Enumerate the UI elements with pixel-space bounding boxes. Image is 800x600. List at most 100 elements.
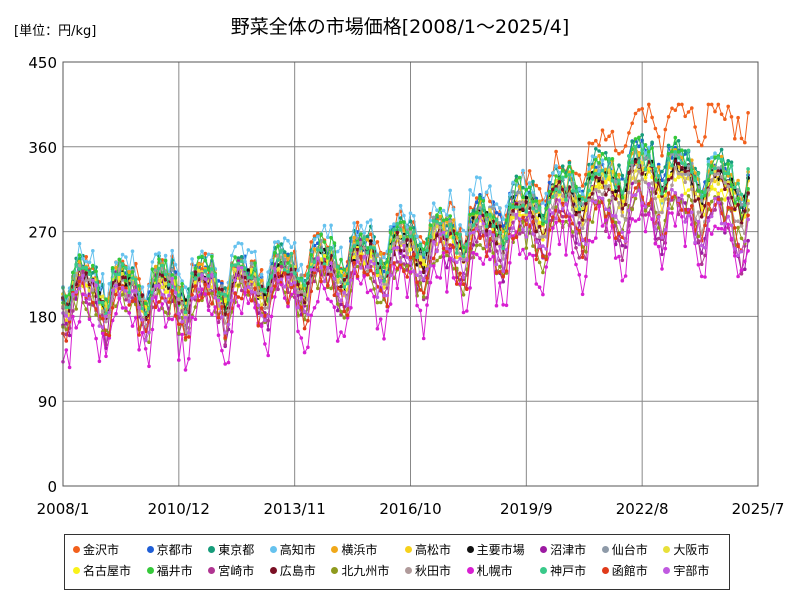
data-point bbox=[676, 171, 681, 176]
data-point bbox=[425, 303, 429, 307]
data-point bbox=[511, 237, 515, 241]
data-point bbox=[332, 241, 337, 245]
data-point bbox=[425, 267, 429, 272]
data-point bbox=[633, 219, 638, 223]
data-point bbox=[524, 187, 529, 192]
data-point bbox=[124, 255, 128, 259]
data-point bbox=[541, 234, 545, 239]
data-point bbox=[693, 240, 697, 245]
data-point bbox=[577, 255, 582, 260]
data-point bbox=[580, 226, 585, 231]
data-point bbox=[494, 237, 499, 241]
data-point bbox=[355, 248, 360, 252]
data-point bbox=[157, 283, 161, 288]
data-point bbox=[223, 331, 227, 335]
data-point bbox=[87, 302, 92, 306]
data-point bbox=[160, 285, 165, 290]
data-point bbox=[150, 260, 155, 264]
data-point bbox=[203, 269, 208, 273]
data-point bbox=[630, 217, 634, 221]
data-point bbox=[163, 325, 168, 329]
data-point bbox=[200, 295, 204, 300]
data-point bbox=[690, 204, 694, 208]
data-point bbox=[276, 271, 280, 276]
data-point bbox=[676, 102, 681, 107]
data-point bbox=[428, 264, 433, 268]
y-tick-label: 90 bbox=[38, 393, 57, 411]
data-point bbox=[296, 290, 300, 295]
data-point bbox=[534, 240, 539, 244]
legend-item: 京都市 bbox=[146, 541, 205, 558]
data-point bbox=[362, 246, 367, 250]
data-point bbox=[703, 193, 707, 198]
data-point bbox=[478, 206, 482, 210]
data-point bbox=[193, 266, 198, 271]
data-point bbox=[299, 262, 304, 267]
data-point bbox=[120, 275, 125, 280]
data-point bbox=[448, 219, 453, 223]
data-point bbox=[84, 283, 88, 288]
data-point bbox=[699, 215, 704, 219]
data-point bbox=[461, 275, 466, 280]
data-point bbox=[286, 256, 290, 261]
data-point bbox=[650, 146, 654, 150]
data-point bbox=[385, 270, 390, 275]
data-point bbox=[110, 269, 115, 274]
data-point bbox=[345, 316, 350, 320]
data-point bbox=[617, 163, 621, 167]
data-point bbox=[342, 278, 347, 282]
data-point bbox=[263, 306, 267, 311]
data-point bbox=[100, 294, 105, 299]
data-point bbox=[77, 241, 82, 246]
data-point bbox=[660, 153, 664, 158]
data-point bbox=[653, 167, 658, 171]
data-point bbox=[706, 178, 711, 182]
data-point bbox=[521, 247, 525, 252]
data-point bbox=[567, 212, 572, 216]
data-point bbox=[339, 298, 343, 303]
data-point bbox=[577, 273, 582, 277]
data-point bbox=[71, 314, 75, 319]
data-point bbox=[560, 187, 565, 192]
data-point bbox=[362, 274, 367, 279]
data-point bbox=[64, 294, 69, 299]
data-point bbox=[617, 201, 621, 205]
data-point bbox=[666, 156, 671, 161]
data-point bbox=[620, 213, 625, 218]
data-point bbox=[577, 221, 582, 225]
data-point bbox=[385, 304, 390, 309]
data-point bbox=[177, 322, 181, 327]
data-point bbox=[481, 199, 486, 203]
data-point bbox=[226, 298, 231, 302]
data-point bbox=[316, 299, 320, 304]
data-point bbox=[183, 315, 188, 320]
data-point bbox=[193, 295, 198, 299]
data-point bbox=[64, 327, 69, 332]
data-point bbox=[660, 252, 664, 257]
data-point bbox=[408, 226, 413, 230]
data-point bbox=[120, 292, 125, 297]
legend: 金沢市 京都市 東京都 高知市 横浜市 高松市 主要市場 沼津市 仙台市 大阪市 名古屋市 福井市 宮崎… bbox=[64, 534, 730, 590]
data-point bbox=[173, 290, 178, 295]
data-point bbox=[726, 162, 730, 166]
data-point bbox=[421, 270, 426, 274]
data-point bbox=[239, 266, 244, 270]
data-point bbox=[279, 277, 284, 282]
data-point bbox=[670, 149, 674, 154]
data-point bbox=[643, 204, 648, 209]
data-point bbox=[498, 270, 502, 274]
data-point bbox=[478, 211, 482, 215]
data-point bbox=[617, 178, 621, 183]
data-point bbox=[279, 264, 284, 269]
data-point bbox=[637, 152, 641, 157]
data-point bbox=[296, 276, 300, 281]
data-point bbox=[686, 164, 691, 168]
data-point bbox=[187, 294, 191, 299]
data-point bbox=[302, 300, 307, 305]
data-point bbox=[647, 167, 651, 171]
data-point bbox=[739, 202, 744, 207]
data-point bbox=[137, 277, 141, 281]
legend-label: 沼津市 bbox=[550, 543, 587, 557]
data-point bbox=[405, 295, 410, 300]
data-point bbox=[170, 268, 174, 272]
